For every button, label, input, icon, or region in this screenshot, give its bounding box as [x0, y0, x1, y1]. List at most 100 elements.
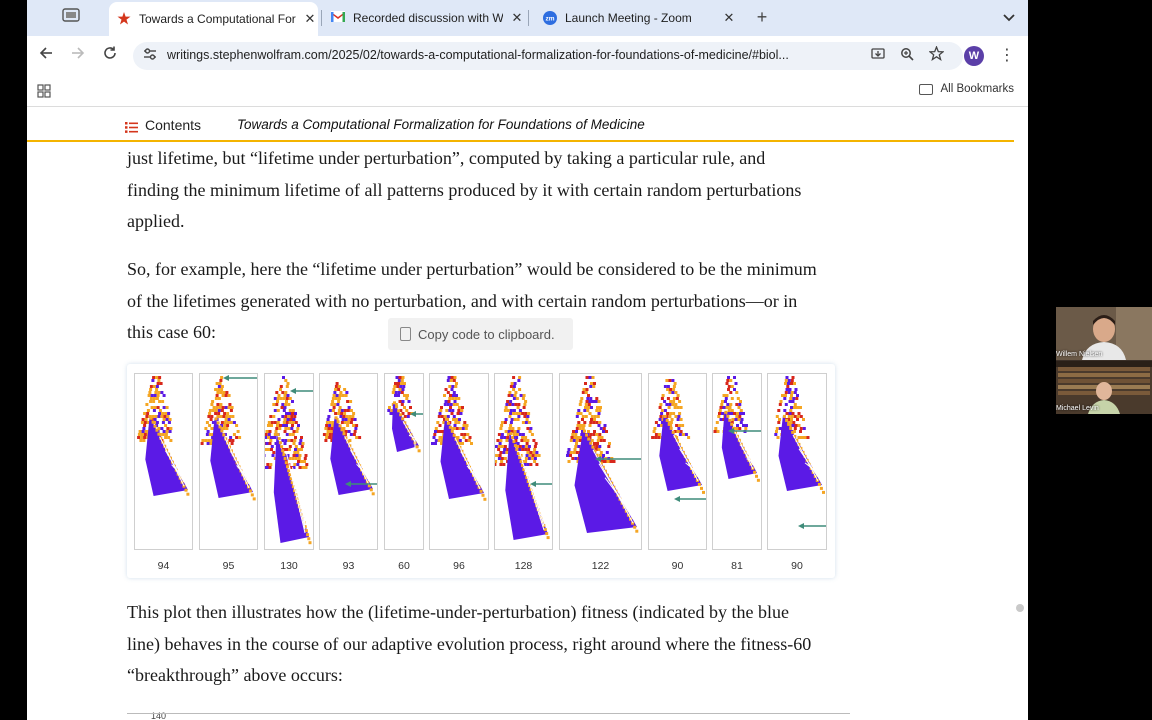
address-bar[interactable]: writings.stephenwolfram.com/2025/02/towa…	[133, 42, 963, 70]
url-text: writings.stephenwolfram.com/2025/02/towa…	[167, 48, 789, 62]
ca-pattern	[200, 375, 257, 501]
video-call-overlay[interactable]: Willem Nielsen Michael Levin	[1056, 307, 1152, 414]
ca-pattern	[265, 376, 313, 545]
back-arrow-icon[interactable]	[34, 44, 58, 68]
ca-panel	[559, 373, 642, 550]
gmail-icon	[331, 11, 345, 25]
ca-pattern	[495, 376, 552, 540]
folder-icon	[918, 83, 933, 95]
ca-triangle	[440, 417, 484, 499]
new-tab-button[interactable]: +	[756, 7, 768, 27]
text-line: “breakthrough” above occurs:	[127, 665, 343, 685]
clipboard-icon	[400, 327, 411, 341]
bookmark-star-icon[interactable]	[926, 45, 946, 66]
ca-triangle	[330, 416, 373, 495]
perturbation-arrow-icon	[290, 388, 296, 394]
ca-triangle	[574, 429, 637, 533]
wolfram-icon	[117, 12, 131, 26]
ca-triangle	[778, 414, 822, 491]
tab-zoom[interactable]: zm Launch Meeting - Zoom ✕	[535, 4, 737, 32]
copy-code-tooltip: Copy code to clipboard.	[388, 318, 573, 350]
text-line: So, for example, here the “lifetime unde…	[127, 259, 817, 279]
article-title: Towards a Computational Formalization fo…	[237, 117, 645, 132]
ca-triangle	[505, 432, 548, 540]
lifetime-label: 81	[731, 560, 743, 572]
ca-panel	[429, 373, 489, 550]
participant-video: Michael Levin	[1056, 361, 1152, 414]
zoom-magnifier-icon[interactable]	[897, 46, 917, 66]
svg-text:zm: zm	[545, 16, 554, 23]
scrollbar-thumb[interactable]	[1016, 604, 1024, 612]
text-line: of the lifetimes generated with no pertu…	[127, 290, 798, 311]
site-info-icon[interactable]	[141, 47, 159, 65]
paragraph: This plot then illustrates how the (life…	[127, 597, 927, 692]
perturbation-arrow-icon	[674, 496, 680, 502]
tab-search-icon[interactable]	[59, 6, 83, 30]
ca-pattern	[566, 376, 641, 533]
perturbation-arrow-icon	[530, 481, 536, 487]
reload-icon[interactable]	[98, 44, 122, 68]
contents-button[interactable]: Contents	[125, 117, 201, 133]
text-line: this case 60:	[127, 322, 216, 342]
ca-triangle	[659, 414, 702, 491]
forward-arrow-icon[interactable]	[66, 44, 90, 68]
ca-panel	[712, 373, 762, 550]
ca-pattern	[387, 376, 423, 453]
all-bookmarks-button[interactable]: All Bookmarks	[918, 83, 1014, 95]
ca-panel	[648, 373, 707, 550]
page-content: Contents Towards a Computational Formali…	[27, 107, 1028, 720]
lifetime-label: 93	[342, 560, 355, 572]
tab-wolfram[interactable]: Towards a Computational For ✕	[109, 2, 318, 36]
ca-triangle	[145, 416, 188, 496]
lifetime-label: 95	[222, 560, 235, 572]
person-icon	[1056, 307, 1152, 360]
text-line: applied.	[127, 211, 185, 231]
participant-name: Willem Nielsen	[1056, 351, 1103, 358]
ca-triangle	[721, 410, 757, 479]
perturbation-arrow-icon	[410, 411, 416, 417]
person-icon	[1056, 361, 1152, 414]
lifetime-label: 60	[398, 560, 410, 572]
apps-grid-icon[interactable]	[37, 84, 51, 98]
ca-pattern	[322, 382, 377, 496]
list-icon	[125, 120, 138, 133]
perturbation-arrow-icon	[345, 481, 351, 487]
ca-pattern	[431, 376, 487, 501]
install-app-icon[interactable]	[868, 46, 888, 66]
profile-avatar[interactable]: W	[964, 46, 984, 66]
perturbation-arrow-icon	[798, 523, 804, 529]
lifetime-label: 96	[453, 560, 465, 572]
close-tab-icon[interactable]: ✕	[511, 10, 523, 25]
close-tab-icon[interactable]: ✕	[304, 11, 316, 26]
participant-video: Willem Nielsen	[1056, 307, 1152, 360]
ca-panel	[494, 373, 553, 550]
lifetime-label: 94	[157, 560, 170, 572]
more-menu-icon[interactable]: ⋮	[999, 47, 1015, 64]
ca-panel	[384, 373, 424, 550]
perturbation-arrow-icon	[595, 456, 601, 462]
fitness-plot-top	[127, 713, 850, 720]
toolbar: writings.stephenwolfram.com/2025/02/towa…	[27, 36, 1028, 76]
lifetime-label: 90	[671, 560, 684, 572]
tab-gmail[interactable]: Recorded discussion with Wi ✕	[323, 4, 525, 32]
tab-title: Towards a Computational For	[139, 12, 296, 26]
ca-pattern	[137, 376, 190, 496]
paragraph: just lifetime, but “lifetime under pertu…	[127, 143, 927, 238]
browser-window: Towards a Computational For ✕ Recorded d…	[27, 0, 1028, 720]
tab-list-chevron-icon[interactable]	[997, 6, 1021, 30]
ca-pattern	[651, 379, 706, 502]
lifetime-label: 130	[280, 560, 298, 572]
close-tab-icon[interactable]: ✕	[723, 10, 735, 25]
ca-triangle	[273, 433, 309, 543]
perturbation-arrow-icon	[223, 375, 229, 381]
tooltip-text: Copy code to clipboard.	[418, 326, 555, 342]
zoom-icon: zm	[543, 11, 557, 25]
ca-panel	[767, 373, 827, 550]
cellular-automaton-figure[interactable]: 94 95 130 93 60 96 128 122 90 81 90	[127, 364, 835, 578]
text-line: line) behaves in the course of our adapt…	[127, 633, 812, 654]
lifetime-label: 128	[514, 560, 533, 572]
ca-panel	[199, 373, 258, 550]
ca-panel	[134, 373, 193, 550]
tab-title: Recorded discussion with Wi	[353, 11, 503, 25]
ca-pattern	[774, 376, 826, 529]
